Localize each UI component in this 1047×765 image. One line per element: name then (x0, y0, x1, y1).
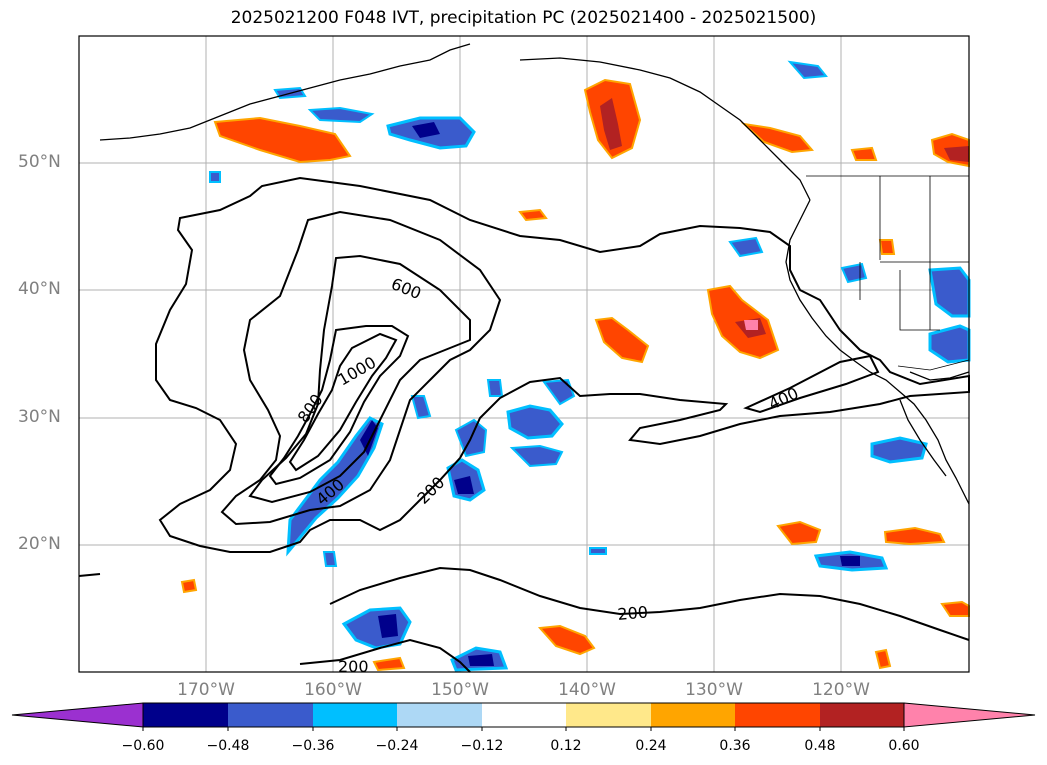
colorbar-tick-label: 0.12 (550, 738, 582, 754)
colorbar-bin (228, 703, 313, 727)
coastlines (99, 43, 970, 505)
precip-blob-negative (454, 476, 474, 494)
colorbar-tick-label: 0.36 (719, 738, 751, 754)
ivt-contour-200-sw (299, 638, 471, 673)
precip-blob-positive (874, 648, 892, 670)
colorbar-bin (143, 703, 228, 727)
lat-label-20n: 20°N (18, 534, 61, 554)
precip-blob-positive (944, 146, 969, 162)
precip-blob-negative (589, 547, 607, 555)
colorbar-tick-label: 0.48 (804, 738, 836, 754)
coastline-westcoast (785, 199, 970, 505)
precip-blob-positive (537, 624, 596, 656)
precip-blob-positive (594, 316, 650, 364)
colorbar-tick-label: −0.48 (206, 738, 250, 754)
map-background (79, 36, 969, 672)
precip-blob-positive (878, 239, 896, 255)
colorbar-tick-label: 0.60 (888, 738, 920, 754)
precip-blob-positive (180, 578, 198, 594)
ivt-contours (78, 176, 970, 673)
precip-blob-positive (600, 98, 622, 150)
lon-label-130w: 130°W (685, 680, 743, 700)
colorbar-frame (142, 702, 905, 728)
coastline-baja (899, 399, 947, 477)
precip-shading (180, 60, 971, 672)
colorbar-tick-label: −0.60 (121, 738, 165, 754)
lat-label-50n: 50°N (18, 152, 61, 172)
ivt-contour-600 (248, 254, 471, 504)
colorbar-bin (397, 703, 482, 727)
precip-blob-positive (213, 116, 352, 164)
contour-label: 200 (617, 602, 649, 624)
lon-label-140w: 140°W (558, 680, 616, 700)
precip-blob-negative (286, 416, 384, 557)
precip-blob-negative (542, 378, 576, 406)
colorbar-tick-label: −0.24 (375, 738, 419, 754)
lat-label-40n: 40°N (18, 279, 61, 299)
colorbar-under-extend (11, 702, 144, 728)
colorbar-bin (313, 703, 397, 727)
precip-blob-negative (410, 395, 432, 420)
lon-label-160w: 160°W (304, 680, 362, 700)
lon-label-170w: 170°W (177, 680, 235, 700)
ivt-contour-400 (220, 210, 502, 526)
precip-blob-negative (322, 551, 338, 567)
precip-blob-positive (776, 520, 822, 546)
precip-blob-positive (740, 122, 815, 154)
lon-label-150w: 150°W (431, 680, 489, 700)
colorbar-tick-label: −0.36 (291, 738, 335, 754)
precip-blob-negative (209, 171, 221, 183)
precip-blob-positive (850, 146, 878, 161)
precip-blob-negative (307, 106, 375, 124)
precip-blob-positive (883, 526, 946, 546)
colorbar-ticks (142, 727, 905, 731)
borders (806, 175, 970, 371)
colorbar-tick-label: 0.24 (635, 738, 667, 754)
precip-blob-negative (468, 654, 494, 666)
colorbar-bin (820, 703, 904, 727)
border-states (859, 176, 969, 331)
ivt-contour-1000 (288, 332, 398, 472)
colorbar (11, 702, 1036, 731)
contour-label: 200 (338, 657, 369, 676)
precip-blob-positive (744, 320, 758, 330)
ivt-contour-200-main (155, 176, 970, 553)
precip-blob-negative (840, 556, 860, 566)
coastline-alaska (99, 43, 471, 141)
precip-blob-negative (728, 236, 764, 258)
precip-blob-negative (506, 404, 564, 440)
ivt-contour-200-south (78, 566, 970, 641)
precip-blob-negative (378, 614, 398, 638)
precip-blob-positive (372, 656, 406, 672)
coastline-mainland-mexico (909, 371, 970, 381)
precip-blob-negative (509, 444, 564, 468)
ivt-contour-400-east (743, 354, 880, 414)
colorbar-bin (651, 703, 735, 727)
map-frame (78, 35, 970, 673)
colorbar-bin (735, 703, 820, 727)
colorbar-over-extend (903, 702, 1036, 728)
lon-label-120w: 120°W (812, 680, 870, 700)
colorbar-tick-label: −0.12 (460, 738, 504, 754)
precip-blob-negative (360, 420, 378, 456)
coastline-alaska-gulf (519, 57, 811, 201)
precip-blob-negative (486, 379, 504, 397)
precip-blob-positive (518, 208, 548, 222)
lat-label-30n: 30°N (18, 407, 61, 427)
gridlines (79, 36, 969, 672)
precip-blob-negative (412, 122, 440, 138)
colorbar-bin (482, 703, 566, 727)
colorbar-bin (566, 703, 651, 727)
precip-blob-negative (870, 436, 928, 464)
figure-title: 2025021200 F048 IVT, precipitation PC (2… (230, 8, 817, 28)
ivt-contour-800 (268, 325, 410, 486)
border-us-mexico (897, 359, 970, 371)
precip-blob-negative (787, 60, 828, 80)
